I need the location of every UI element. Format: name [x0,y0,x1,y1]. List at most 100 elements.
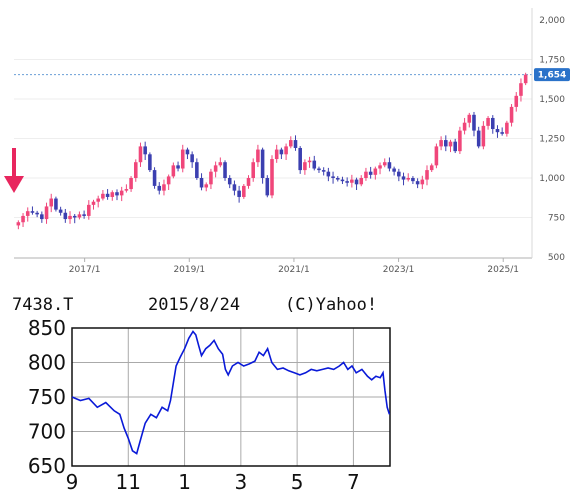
candle-body [392,168,396,172]
candle-body [514,95,519,107]
candle-body [227,178,232,185]
candle-body [312,160,317,169]
candle-body [509,106,514,123]
candle-body [119,190,124,196]
candle-body [453,141,457,152]
candle-body [16,222,21,226]
y-tick-label: 800 [28,351,66,375]
candle-body [429,165,434,171]
candle-body [270,159,274,196]
candle-body [21,215,25,223]
candle-body [195,162,199,178]
candle-body [237,190,241,197]
candle-body [378,165,382,169]
candle-body [105,193,110,197]
candle-body [54,198,58,210]
candle-body [185,149,190,155]
candle-body [265,178,270,196]
source-label: (C)Yahoo! [285,295,377,315]
candle-body [101,193,105,199]
candle-body [476,130,481,147]
candle-body [279,149,284,155]
x-tick-label: 2021/1 [278,265,310,275]
candle-body [223,162,227,178]
candle-body [152,170,157,186]
candle-body [481,125,486,147]
candle-body [307,160,312,163]
price-series-line [71,330,391,455]
candle-body [171,165,176,177]
candle-body [256,149,260,163]
candle-body [401,176,406,180]
candle-body [462,122,467,131]
y-tick-label: 1,000 [539,174,565,184]
candle-body [321,170,326,172]
candle-body [397,171,401,177]
candle-body [49,198,54,207]
candle-body [458,130,462,152]
x-axis-ticks: 9 11 1 3 5 7 [66,470,360,494]
candle-body [25,211,30,216]
candle-body [44,206,49,220]
candle-body [345,181,349,183]
candle-body [35,212,39,215]
ticker-label: 7438.T [12,295,73,315]
candle-body [467,114,472,123]
candles [16,72,528,230]
candle-body [72,215,77,218]
candle-body [500,132,504,134]
candle-body [354,179,359,185]
candle-body [368,171,373,175]
candle-body [490,117,495,130]
candle-body [420,179,425,185]
candle-body [138,146,143,163]
candle-body [204,184,209,188]
candle-body [232,184,237,191]
candle-body [115,192,119,196]
candle-body [260,149,265,178]
candle-body [486,117,490,126]
candle-body [77,214,82,218]
y-axis-ticks: 2,000 1,750 1,500 1,250 1,000 750 500 [539,16,565,263]
grid-lines [72,328,390,466]
candle-body [68,215,72,220]
candle-body [246,178,251,186]
arrow-icon [4,148,24,193]
candle-body [40,214,44,220]
candle-body [274,149,279,160]
candle-body [439,140,443,147]
candle-body [209,171,213,185]
candle-body [373,168,378,175]
candle-body [448,141,453,147]
y-tick-label: 700 [28,420,66,444]
candle-body [110,192,115,197]
candle-body [415,181,420,185]
candle-body [162,184,166,191]
candle-body [350,179,354,183]
candle-body [199,178,204,188]
candle-body [472,114,476,131]
y-tick-label: 1,500 [539,95,565,105]
candle-body [96,198,100,202]
candle-body [30,211,35,213]
y-tick-label: 850 [28,316,66,340]
candle-body [293,140,298,148]
candle-body [326,171,331,177]
x-tick-label: 7 [347,470,360,494]
candle-body [331,176,335,178]
line-chart: 7438.T 2015/8/24 (C)Yahoo! 850 800 750 700 6… [12,295,391,494]
x-tick-label: 11 [116,470,141,494]
candle-body [411,178,415,182]
candle-body [434,146,439,166]
y-tick-label: 1,750 [539,56,565,66]
x-axis-ticks: 2017/1 2019/1 2021/1 2023/1 2025/1 [69,258,519,275]
candle-body [63,212,68,220]
candle-body [340,179,345,182]
candle-body [335,178,340,180]
candle-body [303,162,307,171]
candle-body [218,162,223,166]
grid-lines [14,59,532,218]
candle-body [82,214,86,216]
candle-body [523,74,528,84]
